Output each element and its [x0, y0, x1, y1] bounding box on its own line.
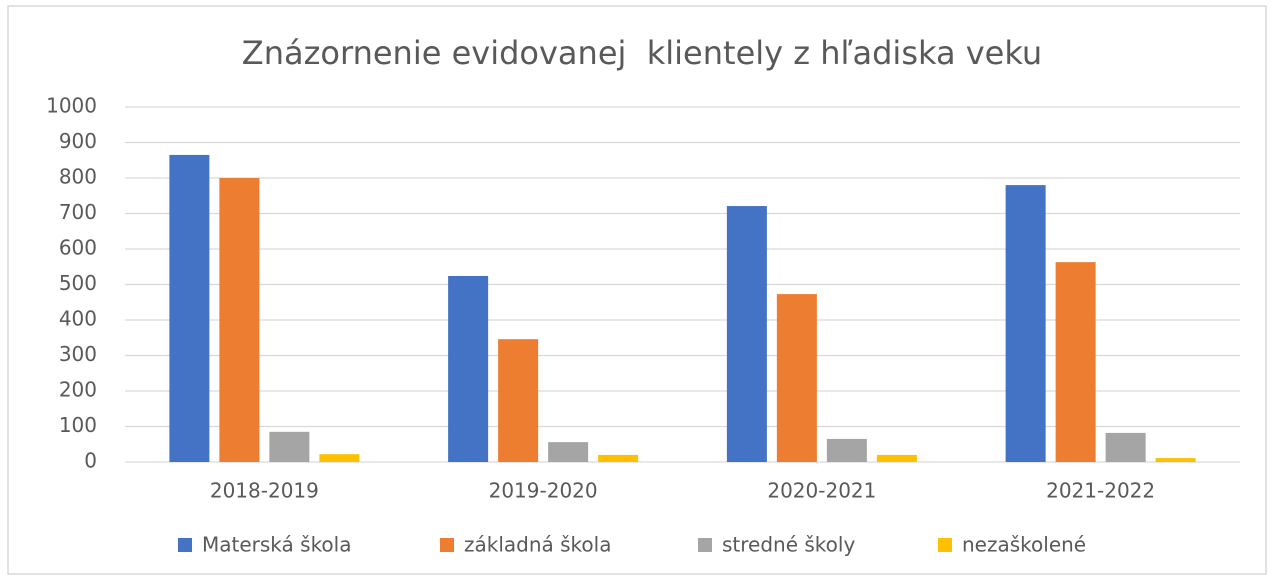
bar — [726, 206, 767, 462]
bar — [269, 431, 310, 462]
y-tick-label: 700 — [59, 200, 97, 224]
bar — [1155, 458, 1196, 462]
y-tick-label: 800 — [59, 165, 97, 189]
bar — [548, 442, 589, 462]
legend-swatch — [698, 538, 712, 552]
bar — [876, 454, 917, 462]
legend-label: základná škola — [464, 533, 611, 557]
bar — [169, 154, 210, 463]
y-tick-label: 300 — [59, 342, 97, 366]
legend-swatch — [938, 538, 952, 552]
y-tick-label: 100 — [59, 413, 97, 437]
x-tick-label: 2018-2019 — [210, 479, 319, 503]
y-tick-label: 400 — [59, 307, 97, 331]
y-tick-label: 600 — [59, 236, 97, 260]
bar — [219, 178, 260, 462]
y-tick-label: 500 — [59, 271, 97, 295]
y-tick-label: 900 — [59, 129, 97, 153]
bar — [498, 339, 539, 462]
bar — [598, 454, 639, 462]
bar — [448, 275, 489, 462]
legend-swatch — [178, 538, 192, 552]
bar — [826, 438, 867, 462]
y-tick-label: 1000 — [46, 94, 97, 118]
bar — [1005, 185, 1046, 462]
chart-title: Znázornenie evidovanej klientely z hľadi… — [242, 34, 1042, 72]
legend-label: stredné školy — [722, 533, 855, 557]
y-tick-label: 200 — [59, 378, 97, 402]
y-tick-label: 0 — [84, 449, 97, 473]
bar — [1055, 262, 1096, 462]
bar — [776, 294, 817, 462]
x-tick-label: 2019-2020 — [489, 479, 598, 503]
x-tick-label: 2020-2021 — [767, 479, 876, 503]
legend-swatch — [440, 538, 454, 552]
legend-label: Materská škola — [202, 533, 351, 557]
bar — [1105, 432, 1146, 462]
legend-label: nezaškolené — [962, 533, 1086, 557]
bar — [319, 454, 360, 462]
x-tick-label: 2021-2022 — [1046, 479, 1155, 503]
